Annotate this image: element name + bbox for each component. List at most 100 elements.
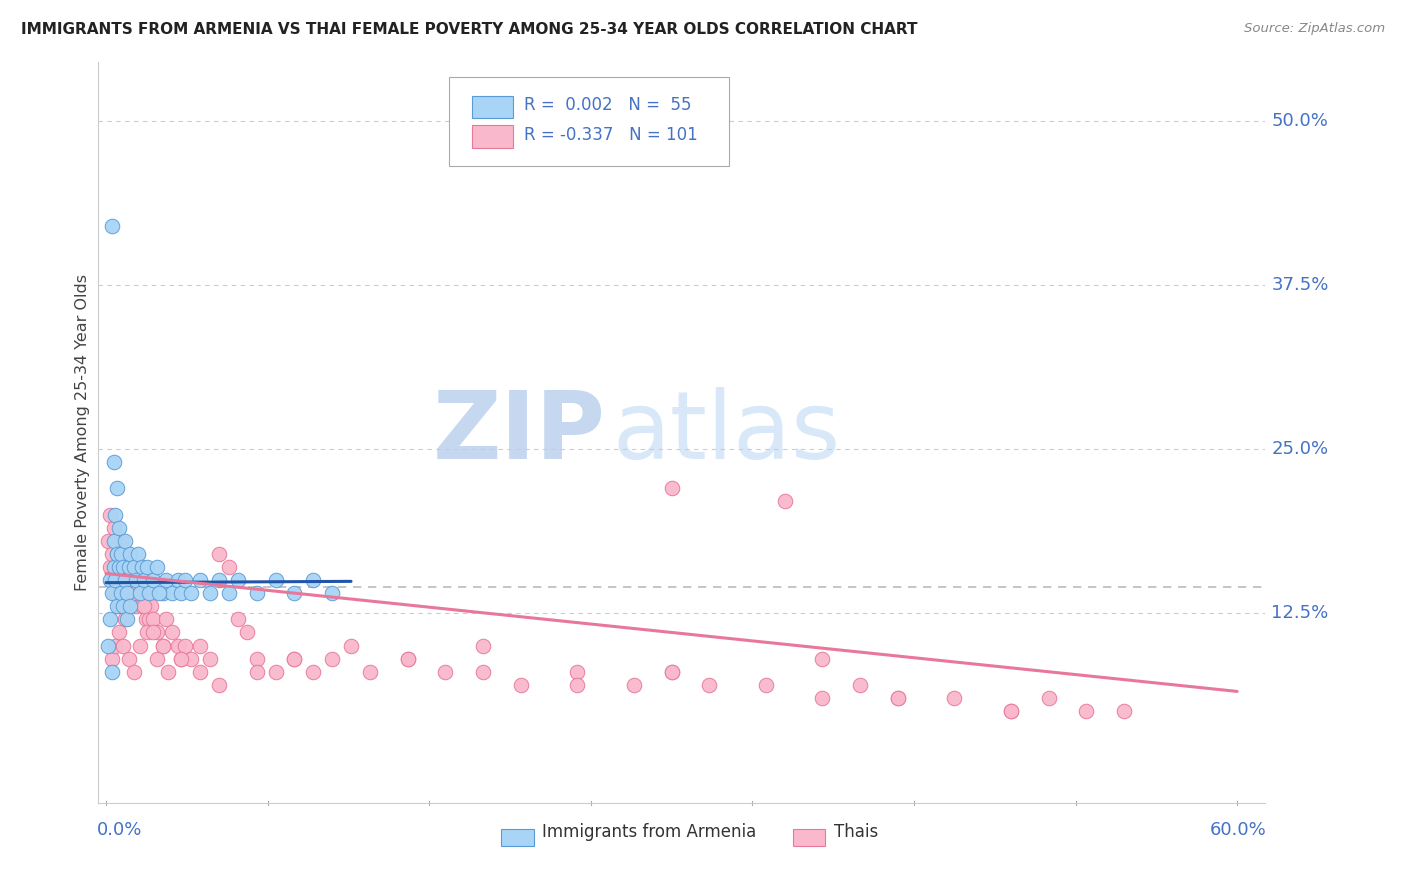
Point [104,573,127,587]
Point [226,612,249,626]
Text: 50.0%: 50.0% [1271,112,1329,130]
Point [125,599,148,614]
Point [246,665,269,679]
Point [114,573,136,587]
Text: ZIP: ZIP [433,386,606,479]
Point [283,651,305,665]
Point [100,586,122,600]
Point [100,665,122,679]
Point [396,651,419,665]
Point [180,651,202,665]
Point [120,560,142,574]
FancyBboxPatch shape [501,830,534,846]
Point [174,573,197,587]
Point [103,560,125,574]
Point [283,651,305,665]
Point [321,586,343,600]
Point [104,533,127,548]
Point [117,573,139,587]
Point [131,560,153,574]
Point [128,586,150,600]
Point [1112,704,1135,718]
Point [152,639,174,653]
Point [208,547,231,561]
Point [155,612,177,626]
Point [246,651,269,665]
Point [110,533,132,548]
Point [198,651,221,665]
Point [142,625,165,640]
Point [811,651,834,665]
Point [1000,704,1022,718]
Point [122,560,145,574]
Point [100,573,122,587]
Point [188,573,211,587]
Point [152,639,174,653]
Point [157,665,180,679]
Point [198,586,221,600]
Point [155,573,177,587]
Point [170,651,193,665]
Point [117,651,139,665]
Point [509,678,531,692]
Point [434,665,457,679]
Text: Thais: Thais [834,823,877,841]
Point [103,455,125,469]
Point [108,599,131,614]
Point [105,547,128,561]
Point [122,586,145,600]
Text: IMMIGRANTS FROM ARMENIA VS THAI FEMALE POVERTY AMONG 25-34 YEAR OLDS CORRELATION: IMMIGRANTS FROM ARMENIA VS THAI FEMALE P… [21,22,918,37]
Point [114,573,136,587]
Point [236,625,259,640]
Point [160,586,183,600]
Point [218,586,240,600]
Point [115,612,138,626]
Point [114,612,136,626]
Point [105,481,128,495]
Point [117,560,139,574]
Point [97,639,120,653]
Text: 25.0%: 25.0% [1271,440,1329,458]
Point [105,573,128,587]
Point [115,586,138,600]
Point [887,690,910,705]
FancyBboxPatch shape [449,78,728,166]
Point [128,639,150,653]
Point [180,586,202,600]
Point [943,690,966,705]
Point [396,651,419,665]
Point [132,573,155,587]
Point [208,678,231,692]
Point [226,573,249,587]
Point [98,508,121,522]
Point [127,586,149,600]
Point [98,612,121,626]
Point [302,665,325,679]
Point [264,665,287,679]
Point [138,612,160,626]
Point [120,599,142,614]
Point [142,573,165,587]
Point [146,651,169,665]
Point [567,678,589,692]
Point [125,573,148,587]
Point [103,586,125,600]
Text: Immigrants from Armenia: Immigrants from Armenia [541,823,756,841]
Point [218,560,240,574]
FancyBboxPatch shape [472,126,513,147]
Point [121,586,143,600]
Point [661,481,683,495]
Point [136,599,159,614]
Point [146,560,169,574]
Point [100,547,122,561]
Point [97,533,120,548]
Point [100,651,122,665]
Point [188,665,211,679]
Point [283,586,305,600]
Point [114,533,136,548]
Point [108,560,131,574]
Point [122,665,145,679]
Point [110,573,132,587]
Point [773,494,796,508]
Point [120,547,142,561]
